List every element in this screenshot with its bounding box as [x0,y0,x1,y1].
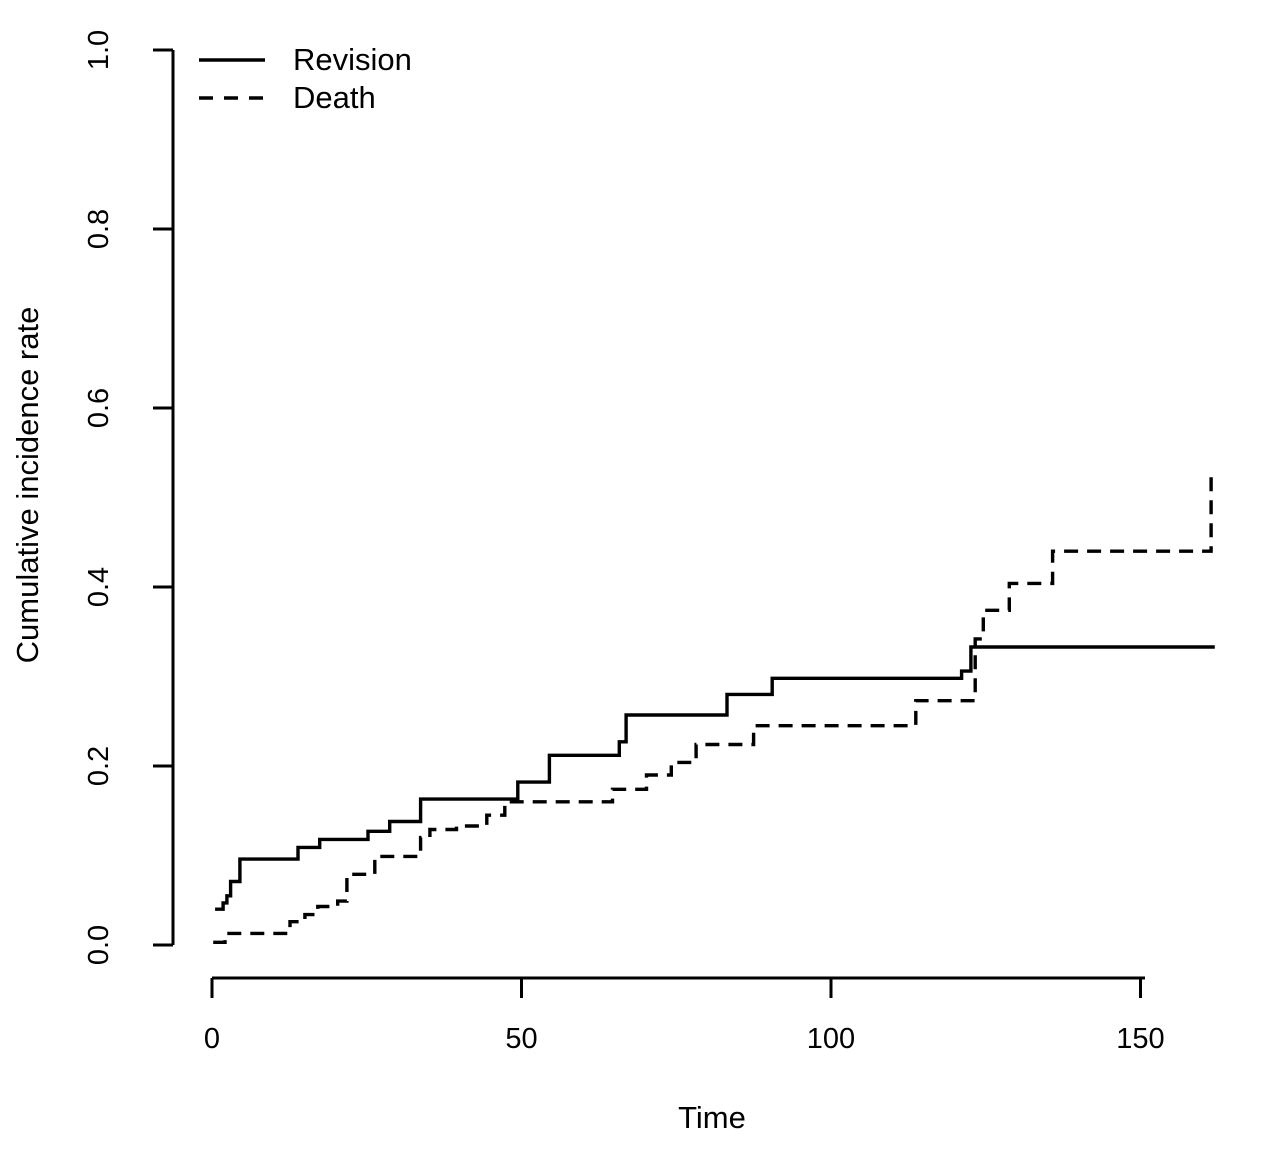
y-tick-label: 0.4 [83,567,115,607]
y-axis: 0.0 0.2 0.4 0.6 0.8 1.0 [83,30,175,965]
y-tick-label: 1.0 [83,30,115,70]
x-axis-title: Time [678,1100,746,1135]
series-lines [213,472,1215,944]
series-revision-line [215,645,1215,911]
x-tick-label: 0 [204,1023,220,1055]
series-death-line [213,472,1215,944]
legend-label-death: Death [293,80,376,115]
x-tick-label: 50 [505,1023,537,1055]
x-tick-label: 100 [807,1023,855,1055]
y-tick-label: 0.8 [83,209,115,249]
x-axis: 0 50 100 150 [204,976,1165,1055]
y-axis-title: Cumulative incidence rate [10,307,45,664]
legend-label-revision: Revision [293,42,412,77]
x-tick-label: 150 [1116,1023,1164,1055]
y-tick-label: 0.2 [83,746,115,786]
y-tick-label: 0.0 [83,925,115,965]
y-tick-label: 0.6 [83,388,115,428]
